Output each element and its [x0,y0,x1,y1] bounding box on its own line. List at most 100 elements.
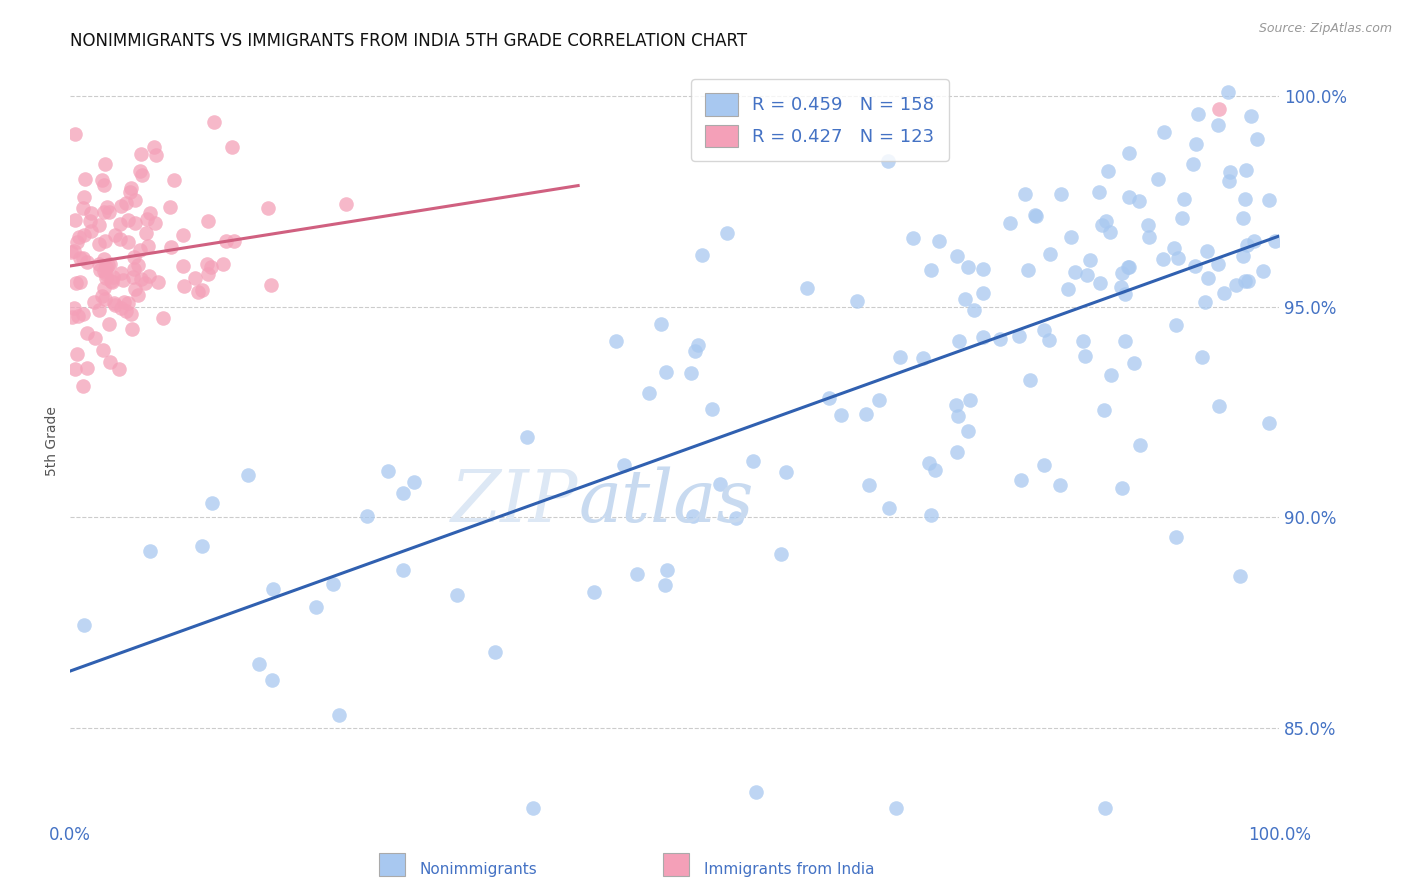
Point [1057,282,1080,296]
Point [879,500,901,515]
Point [117,212,139,227]
Point [522,801,544,815]
Point [1182,157,1205,171]
Point [93,252,115,266]
Point [948,334,970,348]
Point [110,266,132,280]
Point [583,584,606,599]
Point [605,334,627,348]
Point [65,127,87,141]
Point [1163,241,1185,255]
Point [775,465,797,479]
Point [1257,416,1279,430]
Point [89,263,111,277]
Point [87,219,110,233]
Point [1206,118,1229,132]
Point [107,362,129,376]
Point [145,147,167,161]
Point [93,264,115,278]
Point [129,272,152,286]
Point [135,226,157,240]
Point [716,226,738,240]
Point [1191,350,1213,364]
Point [1092,403,1115,417]
Point [702,401,724,416]
Point [69,252,91,266]
Point [889,350,911,364]
Point [112,273,135,287]
Point [920,508,942,522]
Point [868,392,890,407]
Point [72,190,94,204]
Point [654,578,676,592]
Point [1219,165,1241,179]
Point [104,297,127,311]
Point [1097,163,1119,178]
Point [90,288,112,302]
Point [356,509,378,524]
Y-axis label: 5th Grade: 5th Grade [45,407,59,476]
Point [638,386,661,401]
Point [404,475,426,490]
Point [197,267,219,281]
Point [236,467,259,482]
Point [129,243,152,257]
Point [1240,110,1263,124]
Point [257,201,280,215]
Point [98,317,121,331]
Point [1164,318,1187,333]
Point [110,301,132,315]
Point [1111,481,1133,495]
Point [1213,286,1236,301]
Point [845,293,868,308]
Point [1088,185,1111,199]
Point [66,347,89,361]
Point [221,140,243,154]
FancyBboxPatch shape [662,853,689,876]
Point [63,301,86,316]
Point [928,234,950,248]
Point [98,257,121,271]
Point [190,539,212,553]
Point [110,199,132,213]
Point [76,254,98,268]
Point [963,303,986,318]
Point [948,409,970,423]
Point [1116,260,1139,274]
Point [972,261,994,276]
Point [201,496,224,510]
Point [121,322,143,336]
FancyBboxPatch shape [378,853,405,876]
Point [101,269,124,284]
Point [93,281,115,295]
Point [650,317,672,331]
Point [1129,438,1152,452]
Text: ZIP: ZIP [451,467,578,538]
Point [1060,229,1083,244]
Point [328,707,350,722]
Point [920,263,942,277]
Point [998,216,1021,230]
Point [1017,263,1039,277]
Point [392,563,415,577]
Point [613,458,636,472]
Point [945,445,967,459]
Point [96,267,118,281]
Point [172,228,194,243]
Point [62,310,84,324]
Point [89,237,111,252]
Point [679,366,702,380]
Point [685,344,707,359]
Point [1229,568,1251,582]
Point [957,260,980,274]
Point [191,283,214,297]
Point [972,329,994,343]
Point [884,801,907,815]
Point [67,230,90,244]
Point [741,454,763,468]
Point [1208,102,1230,116]
Point [1152,252,1174,266]
Point [260,673,283,687]
Point [1233,274,1256,288]
Point [72,201,94,215]
